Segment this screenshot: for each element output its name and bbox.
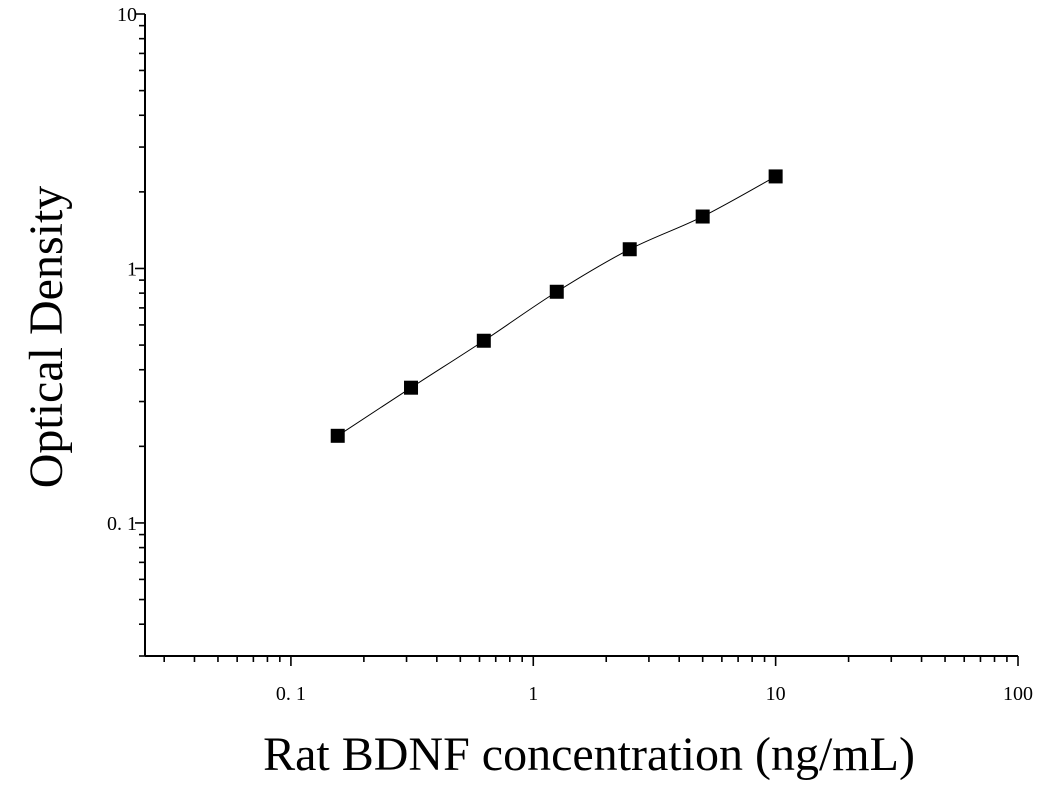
data-point bbox=[695, 209, 710, 224]
x-axis-title: Rat BDNF concentration (ng/mL) bbox=[263, 728, 915, 781]
data-points bbox=[330, 169, 783, 443]
data-point bbox=[330, 428, 345, 443]
data-point bbox=[622, 242, 637, 257]
data-point bbox=[549, 284, 564, 299]
x-tick-label: 10 bbox=[766, 683, 786, 705]
data-point bbox=[404, 380, 419, 395]
tick-labels: 0. 1 1 10 100 0. 1 1 10 bbox=[107, 4, 1033, 705]
y-tick-label: 1 bbox=[127, 258, 137, 280]
data-point bbox=[768, 169, 783, 184]
y-tick-label: 10 bbox=[117, 4, 137, 26]
data-point bbox=[476, 333, 491, 348]
fit-curve bbox=[337, 175, 776, 437]
y-tick-label: 0. 1 bbox=[107, 513, 137, 535]
x-tick-label: 1 bbox=[528, 683, 538, 705]
y-axis-title: Optical Density bbox=[20, 186, 73, 489]
x-tick-label: 100 bbox=[1003, 683, 1033, 705]
x-tick-label: 0. 1 bbox=[276, 683, 306, 705]
axis-ticks bbox=[135, 13, 1019, 666]
